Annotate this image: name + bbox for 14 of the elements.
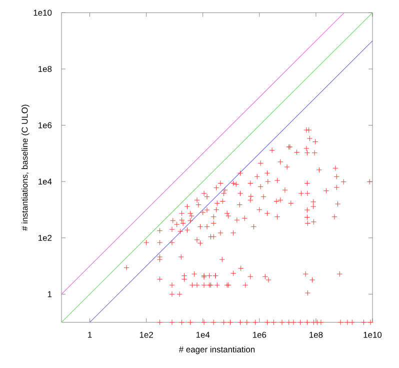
y-tick-label: 1e4 [38, 178, 52, 185]
y-tick-label: 1 [48, 291, 52, 298]
y-tick-label: 1e8 [38, 66, 52, 72]
y-axis-title: # instantiations, baseline (C ULO) [21, 104, 30, 231]
x-tick-label: 1e10 [364, 332, 382, 338]
x-tick-label: 1e2 [140, 332, 153, 338]
x-axis-title: # eager instantiation [178, 346, 255, 354]
y-tick-label: 1e10 [34, 10, 52, 16]
y-tick-label: 1e6 [38, 122, 52, 128]
x-tick-label: 1e4 [196, 332, 210, 338]
y-tick-label: 1e2 [38, 234, 52, 241]
x-tick-label: 1e8 [310, 332, 323, 338]
x-tick-label: 1 [88, 332, 92, 338]
x-tick-label: 1e6 [252, 332, 266, 338]
